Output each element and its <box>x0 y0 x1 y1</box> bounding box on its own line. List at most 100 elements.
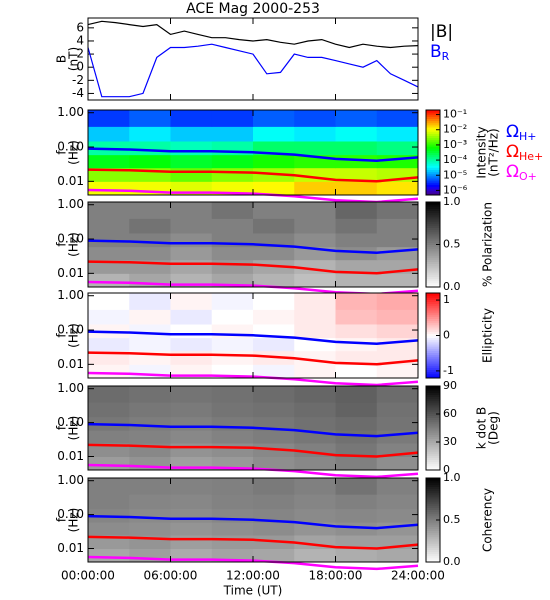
colorbar-segment <box>426 348 440 351</box>
colorbar-segment <box>426 409 440 412</box>
gyrofrequency-line <box>87 168 419 183</box>
colorbar-segment <box>426 307 440 311</box>
colorbar-segment <box>426 274 440 277</box>
colorbar-label: Ellipticity <box>481 308 495 363</box>
colorbar-segment <box>426 390 440 393</box>
spectrogram-cell <box>335 337 378 352</box>
colorbar-segment <box>426 442 440 446</box>
colorbar-segment <box>426 267 440 271</box>
spectrogram-cell <box>335 110 378 127</box>
spectrogram-cell <box>88 494 130 510</box>
colorbar-segment <box>426 318 440 322</box>
colorbar-segment <box>426 150 440 153</box>
data-line <box>87 20 419 49</box>
spectrogram-cell <box>294 110 336 127</box>
colorbar-segment <box>426 411 440 414</box>
x-tick-label: 06:00:00 <box>144 569 198 583</box>
spectrogram-cell <box>335 508 378 523</box>
colorbar-segment <box>426 208 440 211</box>
y-tick-label: -4 <box>72 86 84 100</box>
colorbar-segment <box>426 152 440 156</box>
spectrogram-cell <box>88 402 130 418</box>
y-tick-label: 1.00 <box>57 381 84 395</box>
colorbar-segment <box>426 221 440 224</box>
colorbar-segment <box>426 240 440 243</box>
spectrogram-cell <box>129 323 171 339</box>
colorbar-segment <box>426 432 440 435</box>
colorbar-segment <box>426 386 440 389</box>
colorbar-segment <box>426 137 440 141</box>
spectrogram-cell <box>335 167 378 182</box>
spectrogram-cell <box>88 181 130 196</box>
colorbar-segment <box>426 270 440 273</box>
spectrogram-cell <box>294 494 336 510</box>
colorbar-segment <box>426 444 440 448</box>
spectrogram-cell <box>253 218 295 234</box>
spectrogram-cell <box>211 110 254 127</box>
spectrogram-cell <box>88 293 130 310</box>
colorbar-segment <box>426 231 440 235</box>
spectrogram-cell <box>170 218 213 234</box>
colorbar-segment <box>426 511 440 515</box>
colorbar-tick-label: 0 <box>443 463 450 476</box>
spectrogram-cell <box>253 126 295 142</box>
spectrogram-cell <box>335 416 378 431</box>
spectrogram-cell <box>211 522 254 536</box>
spectrogram-cell <box>253 309 295 325</box>
spectrogram-cell <box>170 126 213 142</box>
colorbar-segment <box>426 559 440 563</box>
spectrogram-cell <box>88 430 130 444</box>
spectrogram-cell <box>294 126 336 142</box>
gyrofrequency-line <box>87 514 419 530</box>
spectrogram-cell <box>211 494 254 510</box>
spectrogram-cell <box>211 443 254 458</box>
colorbar-frame <box>425 109 441 196</box>
spectrogram-cell <box>88 154 130 169</box>
colorbar-segment <box>426 322 440 326</box>
spectrogram-cell <box>335 478 378 495</box>
colorbar-segment <box>426 507 440 510</box>
spectrogram-cell <box>88 456 130 471</box>
colorbar-segment <box>426 229 440 233</box>
spectrogram-cell <box>170 154 213 169</box>
colorbar-segment <box>426 337 440 341</box>
spectrogram-cell <box>129 494 171 510</box>
colorbar-segment <box>426 120 440 124</box>
spectrogram-cell <box>376 364 419 379</box>
colorbar-segment <box>426 543 440 546</box>
spectrogram-cell <box>88 126 130 142</box>
colorbar-segment <box>426 114 440 117</box>
colorbar-segment <box>426 329 440 332</box>
colorbar-segment <box>426 394 440 397</box>
colorbar-segment <box>426 303 440 307</box>
spectrogram-cell <box>376 548 419 563</box>
colorbar-segment <box>426 344 440 347</box>
y-tick-label: 0.01 <box>57 357 84 371</box>
spectrogram-cell <box>170 478 213 495</box>
spectrogram-cell <box>335 232 378 248</box>
spectrogram-cell <box>170 337 213 352</box>
spectrogram-cell <box>88 386 130 403</box>
colorbar-segment <box>426 436 440 439</box>
colorbar-segment <box>426 261 440 265</box>
y-tick-label: 4 <box>76 33 84 47</box>
spectrogram-cell <box>211 167 254 182</box>
colorbar-segment <box>426 555 440 559</box>
colorbar-segment <box>426 438 440 442</box>
spectrogram-cell <box>376 494 419 510</box>
x-tick-label: 00:00:00 <box>61 569 115 583</box>
colorbar-segment <box>426 327 440 330</box>
colorbar-segment <box>426 171 440 175</box>
colorbar-segment <box>426 253 440 256</box>
legend-symbol: Ω <box>506 142 519 162</box>
figure-title: ACE Mag 2000-253 <box>186 1 320 17</box>
legend-symbol: Ω <box>506 162 519 182</box>
spectrogram-cell <box>335 202 378 219</box>
spectrogram-cell <box>253 232 295 248</box>
spectrogram-cell <box>88 110 130 127</box>
spectrogram-cell <box>211 202 254 219</box>
colorbar-segment <box>426 158 440 162</box>
spectrogram-cell <box>294 508 336 523</box>
legend-entry: ΩHe+ <box>506 142 543 163</box>
